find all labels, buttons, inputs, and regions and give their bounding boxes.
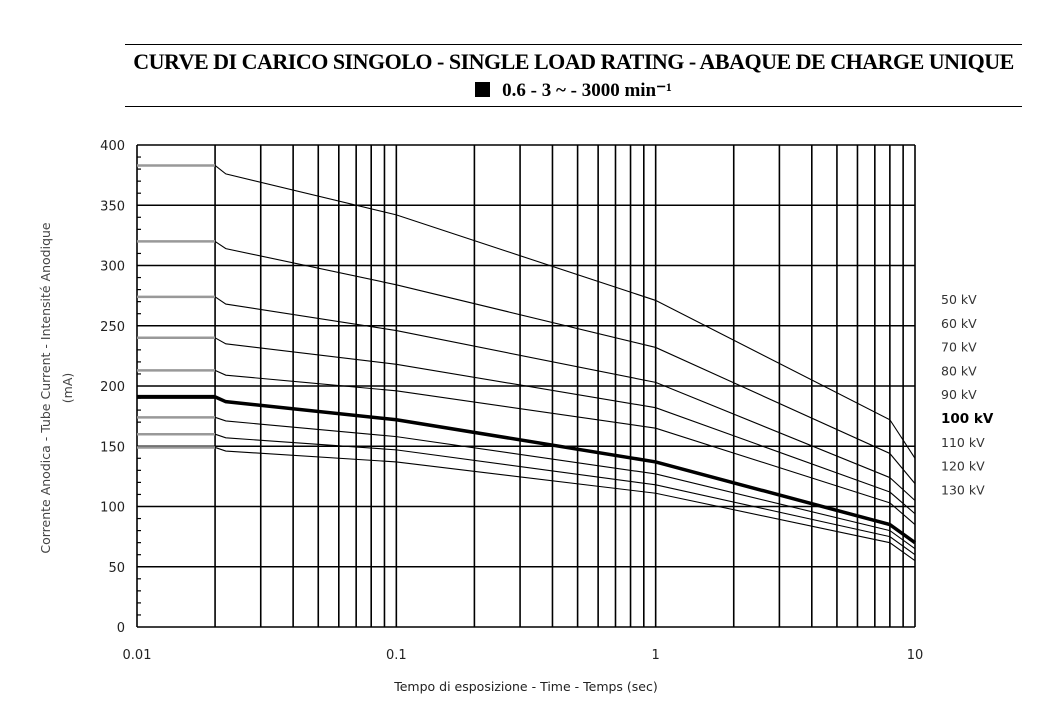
legend-label: 50 kV xyxy=(941,292,977,307)
legend-label: 70 kV xyxy=(941,340,977,355)
y-tick-label: 100 xyxy=(100,501,125,516)
top-rule xyxy=(125,44,1022,45)
series-line xyxy=(214,165,916,459)
y-axis-label: Corrente Anodica - Tube Current - Intens… xyxy=(38,222,53,554)
legend-label: 90 kV xyxy=(941,387,977,402)
legend-label: 60 kV xyxy=(941,316,977,331)
legend-label: 80 kV xyxy=(941,363,977,378)
y-tick-label: 250 xyxy=(100,320,125,335)
series-line xyxy=(214,446,916,562)
y-tick-label: 200 xyxy=(100,380,125,395)
legend-label: 110 kV xyxy=(941,435,985,450)
y-tick-label: 350 xyxy=(100,199,125,214)
series-line xyxy=(214,369,916,525)
x-tick-label: 1 xyxy=(652,648,660,663)
series-line xyxy=(214,296,916,501)
x-tick-label: 0.1 xyxy=(386,648,407,663)
x-tick-label: 0.01 xyxy=(123,648,152,663)
legend-label: 100 kV xyxy=(941,411,994,427)
series-line xyxy=(214,433,916,556)
subtitle-text: 0.6 - 3 ~ - 3000 min⁻¹ xyxy=(502,80,672,101)
chart-subtitle: 0.6 - 3 ~ - 3000 min⁻¹ xyxy=(125,79,1022,103)
series-line xyxy=(214,395,917,545)
y-tick-label: 300 xyxy=(100,260,125,275)
series-line xyxy=(214,337,916,515)
legend-label: 130 kV xyxy=(941,482,985,497)
legend-label: 120 kV xyxy=(941,459,985,474)
y-tick-label: 0 xyxy=(117,621,125,636)
chart-title: CURVE DI CARICO SINGOLO - SINGLE LOAD RA… xyxy=(133,49,1014,74)
y-tick-label: 150 xyxy=(100,440,125,455)
y-axis-unit: (mA) xyxy=(60,373,75,403)
y-tick-label: 400 xyxy=(100,139,125,154)
bottom-rule xyxy=(125,106,1022,107)
series-line xyxy=(214,240,916,484)
x-tick-label: 10 xyxy=(907,648,924,663)
x-axis-label: Tempo di esposizione - Time - Temps (sec… xyxy=(393,679,658,694)
y-tick-label: 50 xyxy=(108,561,125,576)
series-line xyxy=(214,416,916,550)
square-marker-icon xyxy=(475,82,491,97)
